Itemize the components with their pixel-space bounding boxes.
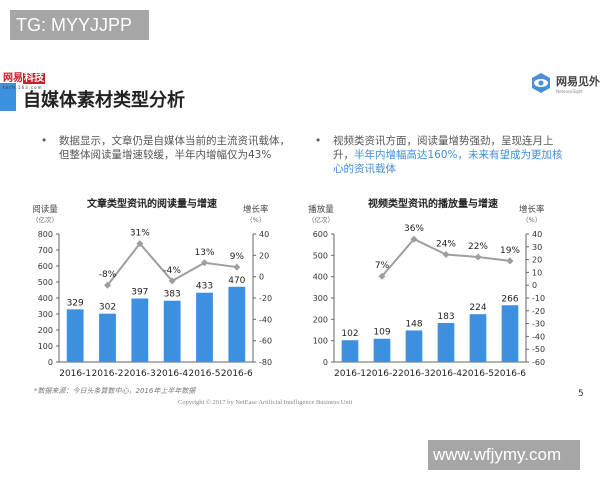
svg-text:-20: -20: [532, 307, 545, 316]
chart2-y2label: 增长率 （%）: [519, 205, 545, 224]
svg-text:2016-1: 2016-1: [59, 369, 91, 379]
svg-text:-50: -50: [532, 345, 545, 354]
svg-text:2016-6: 2016-6: [221, 369, 253, 379]
svg-text:20: 20: [259, 251, 269, 260]
bullet-text: 视频类资讯方面，阅读量增势强劲，呈现连月上升，: [333, 135, 554, 161]
chart1-y2label: 增长率 （%）: [243, 205, 269, 224]
svg-text:7%: 7%: [375, 261, 390, 271]
svg-text:2016-5: 2016-5: [462, 369, 494, 379]
svg-text:24%: 24%: [436, 239, 456, 249]
svg-text:700: 700: [38, 246, 53, 255]
bullet-video: • 视频类资讯方面，阅读量增势强劲，呈现连月上升，半年内增幅高达160%，未来有…: [315, 134, 573, 176]
brand-name-right: 科技: [23, 73, 45, 84]
partner-name-cn: 网易见外: [556, 74, 600, 88]
bullet-article: • 数据显示，文章仍是自媒体当前的主流资讯载体，但整体阅读量增速较缓，半年内增幅…: [41, 134, 299, 162]
svg-text:302: 302: [99, 303, 116, 313]
page-title: 自媒体素材类型分析: [23, 90, 185, 111]
svg-text:-40: -40: [532, 332, 545, 341]
svg-text:600: 600: [38, 262, 53, 271]
svg-text:500: 500: [38, 278, 53, 287]
svg-text:102: 102: [341, 329, 358, 339]
svg-text:-4%: -4%: [163, 266, 181, 276]
svg-text:-8%: -8%: [99, 270, 117, 280]
svg-text:600: 600: [313, 230, 328, 239]
svg-text:100: 100: [313, 337, 328, 346]
svg-text:31%: 31%: [130, 229, 150, 239]
svg-text:2016-4: 2016-4: [430, 369, 462, 379]
svg-text:0: 0: [259, 273, 264, 282]
svg-text:0: 0: [323, 358, 328, 367]
eye-hex-icon: [532, 73, 550, 93]
footnote: *数据来源：今日头条算数中心，2016年上半年数据: [34, 387, 196, 395]
svg-text:148: 148: [405, 319, 422, 329]
brand-sub: tech.163.com: [3, 85, 43, 90]
svg-text:22%: 22%: [468, 242, 488, 252]
svg-text:100: 100: [38, 342, 53, 351]
svg-text:10: 10: [532, 268, 542, 277]
svg-text:800: 800: [38, 230, 53, 239]
svg-text:2016-4: 2016-4: [156, 369, 188, 379]
svg-text:300: 300: [313, 294, 328, 303]
svg-text:40: 40: [532, 230, 542, 239]
chart2-ylabel: 播放量 （亿次）: [308, 205, 334, 224]
watermark-bottom: www.wfjymy.com: [428, 440, 580, 470]
svg-text:-60: -60: [532, 358, 545, 367]
brand-name-left: 网易: [3, 73, 23, 84]
bullet-dot: •: [315, 135, 322, 147]
partner-logo: 网易见外 NeteaseSight: [530, 72, 600, 94]
svg-text:36%: 36%: [404, 224, 424, 234]
svg-text:2016-3: 2016-3: [398, 369, 430, 379]
svg-text:433: 433: [196, 282, 213, 292]
svg-text:20: 20: [532, 256, 542, 265]
svg-text:329: 329: [67, 298, 84, 308]
svg-text:400: 400: [38, 294, 53, 303]
svg-text:224: 224: [469, 303, 486, 313]
svg-text:2016-1: 2016-1: [334, 369, 366, 379]
svg-text:200: 200: [38, 326, 53, 335]
svg-text:-30: -30: [532, 320, 545, 329]
svg-text:2016-6: 2016-6: [494, 369, 526, 379]
svg-text:-60: -60: [259, 337, 272, 346]
svg-text:500: 500: [313, 251, 328, 260]
svg-text:383: 383: [164, 290, 181, 300]
svg-text:400: 400: [313, 273, 328, 282]
partner-name-en: NeteaseSight: [556, 88, 583, 94]
svg-text:-20: -20: [259, 294, 272, 303]
chart1-title: 文章类型资讯的阅读量与增速: [87, 199, 217, 210]
svg-text:300: 300: [38, 310, 53, 319]
svg-text:470: 470: [228, 276, 245, 286]
svg-text:40: 40: [259, 230, 269, 239]
svg-text:-80: -80: [259, 358, 272, 367]
brand-accent-bar: [0, 83, 16, 111]
chart2-title: 视频类型资讯的播放量与增速: [368, 199, 498, 210]
svg-text:2016-5: 2016-5: [189, 369, 221, 379]
svg-text:9%: 9%: [230, 252, 245, 262]
bullet-text: 数据显示，文章仍是自媒体当前的主流资讯载体，但整体阅读量增速较缓，半年内增幅仅为…: [59, 135, 290, 161]
svg-text:183: 183: [437, 312, 454, 322]
copyright: Copyright © 2017 by NetEase Artificial I…: [178, 399, 353, 406]
watermark-top: TG: MYYJJPP: [10, 10, 149, 40]
brand-logo: 网易科技: [3, 73, 45, 84]
svg-text:109: 109: [373, 328, 390, 338]
svg-text:30: 30: [532, 243, 542, 252]
svg-text:13%: 13%: [194, 248, 214, 258]
svg-text:2016-2: 2016-2: [366, 369, 398, 379]
svg-text:2016-3: 2016-3: [124, 369, 156, 379]
svg-text:397: 397: [131, 287, 148, 297]
bullet-dot: •: [41, 135, 48, 147]
bullet-highlight: 半年内增幅高达160%，未来有望成为更加核心的资讯载体: [333, 149, 563, 175]
chart1-ylabel: 阅读量 （亿次）: [32, 205, 58, 224]
svg-text:266: 266: [501, 294, 518, 304]
svg-text:19%: 19%: [500, 246, 520, 256]
page-number: 5: [578, 389, 584, 399]
svg-text:0: 0: [48, 358, 53, 367]
svg-text:-10: -10: [532, 294, 545, 303]
svg-text:-40: -40: [259, 315, 272, 324]
svg-text:200: 200: [313, 315, 328, 324]
svg-text:0: 0: [532, 281, 537, 290]
svg-text:2016-2: 2016-2: [92, 369, 124, 379]
